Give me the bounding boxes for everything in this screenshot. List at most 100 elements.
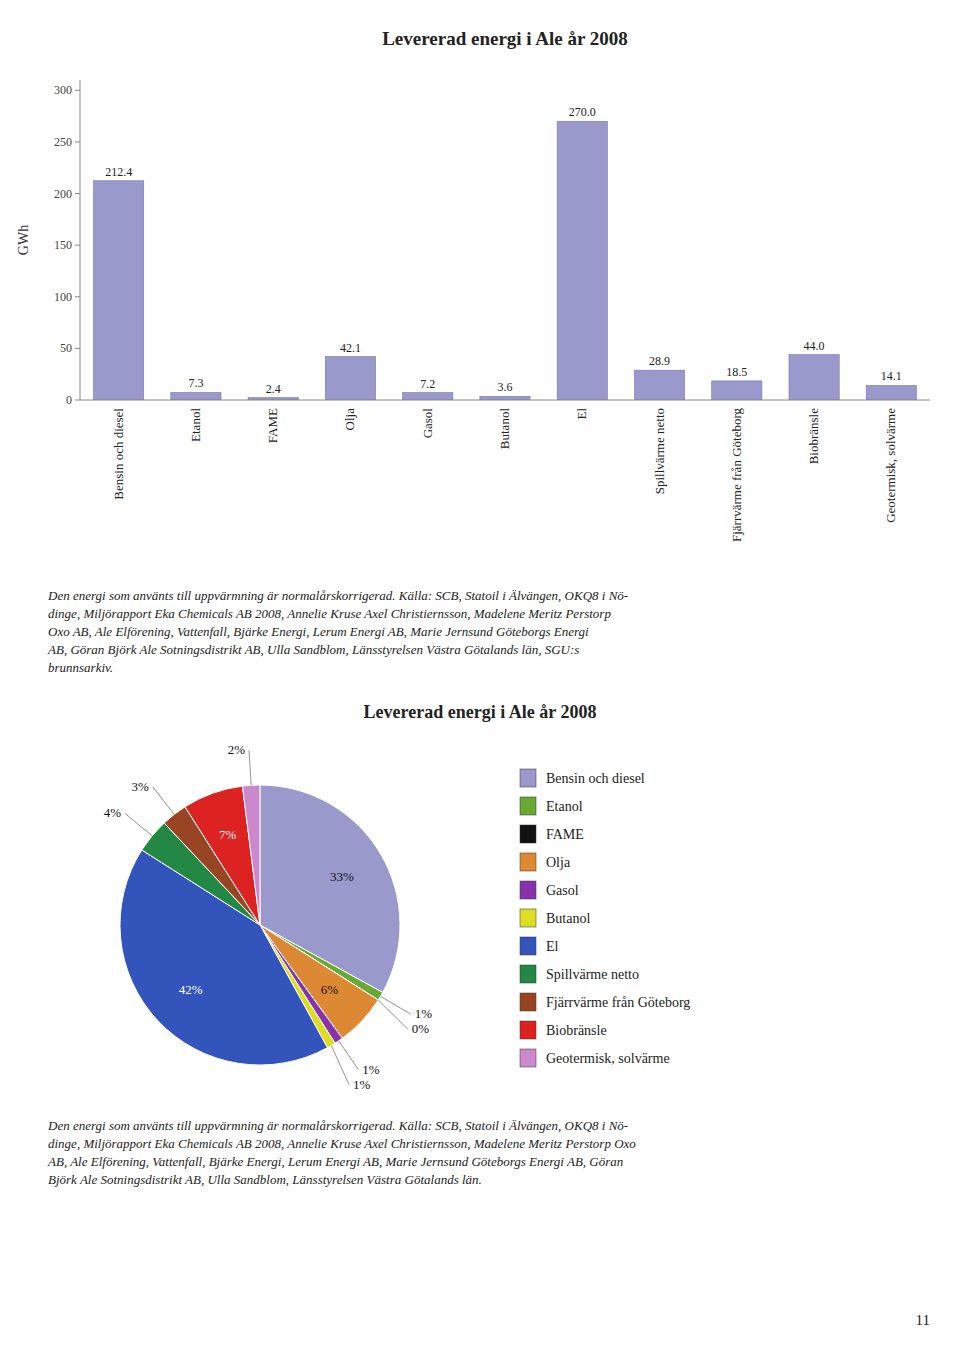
leader-line (249, 750, 251, 785)
legend-swatch (520, 1049, 536, 1067)
y-tick-label: 300 (54, 83, 72, 97)
data-label: 6% (321, 982, 339, 997)
bar (325, 357, 375, 400)
y-tick-label: 150 (54, 238, 72, 252)
x-tick-label: El (574, 408, 589, 420)
y-tick-label: 50 (60, 341, 72, 355)
caption-line: Björk Ale Sotningsdistrikt AB, Ulla Sand… (48, 1172, 482, 1187)
legend-entry: Biobränsle (546, 1023, 607, 1038)
caption-line: Den energi som använts till uppvärmning … (47, 588, 628, 603)
caption: Den energi som använts till uppvärmning … (47, 588, 628, 675)
legend: Bensin och dieselEtanolFAMEOljaGasolButa… (520, 769, 690, 1067)
x-tick-label: Olja (342, 408, 357, 431)
legend-entry: El (546, 939, 559, 954)
caption-line: AB, Ale Elförening, Vattenfall, Bjärke E… (47, 1154, 623, 1169)
page: Levererad energi i Ale år 2008GWh0501001… (0, 0, 960, 1354)
x-tick-label: Bensin och diesel (111, 408, 126, 500)
x-tick-label: Butanol (497, 408, 512, 450)
legend-entry: Olja (546, 855, 571, 870)
pie-labels: 33%6%42%7%1%0%1%1%2%3%4% (104, 742, 432, 1091)
legend-swatch (520, 993, 536, 1011)
data-label: 42.1 (340, 341, 361, 355)
bar (634, 370, 684, 400)
data-label: 2.4 (266, 382, 281, 396)
x-axis-line (80, 400, 930, 401)
caption-line: Oxo AB, Ale Elförening, Vattenfall, Bjär… (48, 624, 589, 639)
legend-entry: Fjärrvärme från Göteborg (546, 995, 690, 1010)
data-label: 42% (179, 982, 203, 997)
legend-swatch (520, 825, 536, 843)
bar (480, 396, 530, 400)
y-tick (75, 348, 80, 349)
bars (94, 121, 917, 400)
pie-chart: Levererad energi i Ale år 2008 33% 6% 42% 7%… (104, 702, 691, 1092)
data-label: 2% (228, 742, 246, 757)
caption-line: AB, Göran Björk Ale Sotningsdistrikt AB,… (47, 642, 579, 657)
slices (120, 785, 400, 1065)
data-label: 1% (415, 1006, 433, 1021)
data-label: 18.5 (726, 365, 747, 379)
data-label: 1% (362, 1062, 380, 1077)
data-label: 7.2 (420, 377, 435, 391)
legend-swatch (520, 965, 536, 983)
caption-line: dinge, Miljörapport Eka Chemicals AB 200… (48, 606, 611, 621)
bar (557, 121, 607, 400)
data-label: 33% (330, 869, 354, 884)
legend-entry: Butanol (546, 911, 590, 926)
y-tick-label: 0 (66, 393, 72, 407)
leader-line (153, 787, 175, 815)
leader-line (378, 1000, 408, 1029)
leader-line (125, 814, 152, 836)
data-label: 14.1 (881, 369, 902, 383)
leader-line (331, 1046, 349, 1085)
caption-line: brunnsarkiv. (48, 660, 113, 675)
x-tick-label: Biobränsle (806, 408, 821, 465)
y-tick (75, 193, 80, 194)
bar (712, 381, 762, 400)
chart-title: Levererad energi i Ale år 2008 (364, 702, 597, 722)
x-tick-label: Spillvärme netto (652, 408, 667, 494)
legend-swatch (520, 909, 536, 927)
legend-entry: Etanol (546, 799, 583, 814)
x-tick-label: FAME (265, 408, 280, 443)
legend-entry: Geotermisk, solvärme (546, 1051, 670, 1066)
y-tick-label: 100 (54, 290, 72, 304)
bar (403, 393, 453, 400)
y-tick (75, 400, 80, 401)
bar-chart: Levererad energi i Ale år 2008GWh0501001… (16, 28, 930, 542)
legend-swatch (520, 881, 536, 899)
y-tick-label: 250 (54, 135, 72, 149)
legend-swatch (520, 853, 536, 871)
data-label: 28.9 (649, 354, 670, 368)
x-tick-label: Gasol (420, 408, 435, 439)
y-tick-label: 200 (54, 187, 72, 201)
x-tick-label: Fjärrvärme från Göteborg (729, 408, 744, 543)
chart-title: Levererad energi i Ale år 2008 (382, 28, 628, 49)
legend-swatch (520, 797, 536, 815)
legend-entry: Gasol (546, 883, 579, 898)
leader-line (381, 996, 411, 1014)
legend-entry: Spillvärme netto (546, 967, 639, 982)
data-label: 212.4 (105, 165, 132, 179)
slice (242, 785, 260, 925)
x-tick-label: Etanol (188, 408, 203, 442)
page-number: 11 (916, 1312, 930, 1328)
legend-entry: Bensin och diesel (546, 771, 645, 786)
data-label: 0% (412, 1021, 430, 1036)
y-axis-line (80, 80, 81, 400)
data-label: 270.0 (569, 105, 596, 119)
leader-line (339, 1041, 359, 1070)
y-tick (75, 296, 80, 297)
data-label: 1% (353, 1077, 371, 1092)
legend-swatch (520, 769, 536, 787)
caption-line: dinge, Miljörapport Eka Chemicals AB 200… (48, 1136, 636, 1151)
legend-swatch (520, 937, 536, 955)
data-label: 44.0 (804, 339, 825, 353)
bar (866, 385, 916, 400)
data-label: 4% (104, 805, 122, 820)
bar (789, 355, 839, 400)
bar (171, 392, 221, 400)
data-label: 7% (219, 827, 237, 842)
y-tick (75, 90, 80, 91)
y-tick (75, 245, 80, 246)
